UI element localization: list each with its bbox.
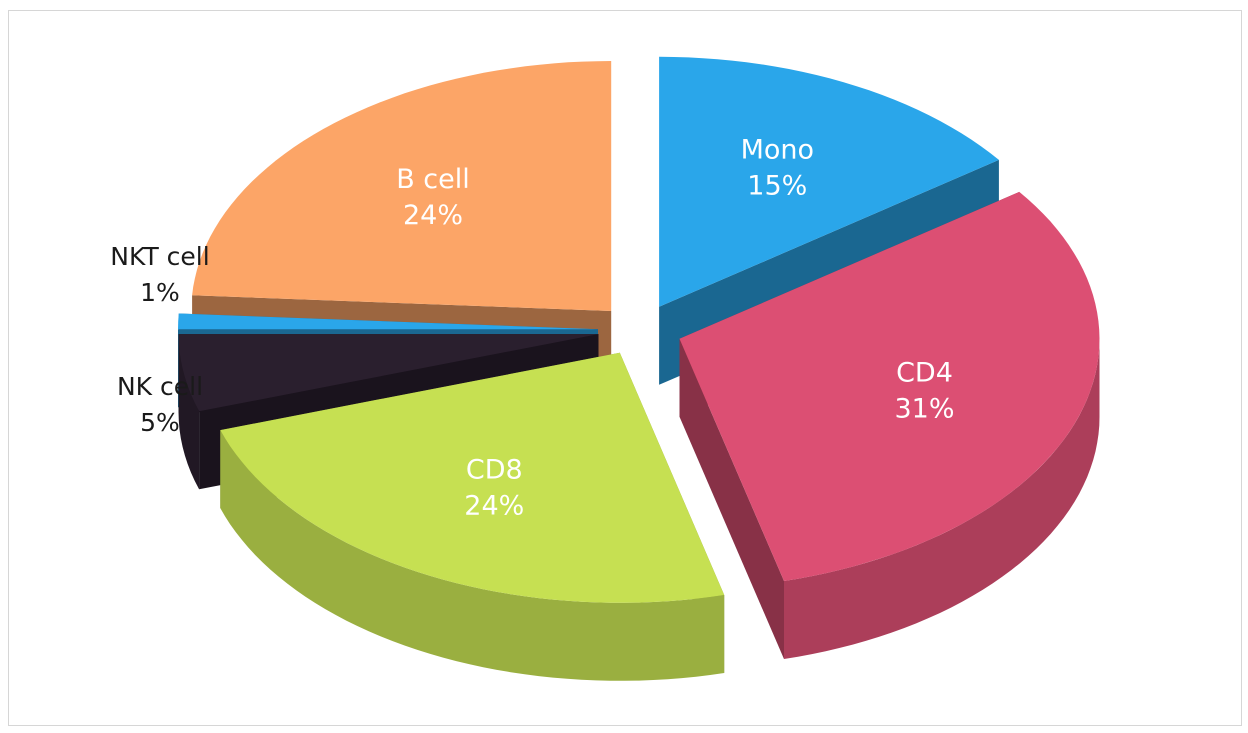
slice-nkt-cell[interactable] [178, 313, 598, 330]
slice-value-nk-cell: 5% [140, 408, 180, 437]
slice-label-cd8: CD8 [466, 455, 523, 486]
slice-cd4[interactable] [679, 191, 1100, 581]
slice-label-nk-cell: NK cell [117, 372, 203, 401]
slice-value-nkt-cell: 1% [140, 278, 180, 307]
slice-rim-cd8 [220, 430, 725, 681]
slice-label-mono: Mono [741, 135, 814, 166]
slice-value-cd8: 24% [464, 491, 524, 522]
slice-value-cd4: 31% [894, 393, 954, 424]
slice-label-b-cell: B cell [396, 164, 470, 195]
slice-rim-cd4 [784, 338, 1100, 659]
slice-cd8[interactable] [220, 352, 725, 603]
slice-wall-cd4-end [679, 338, 784, 659]
slice-value-mono: 15% [747, 171, 807, 202]
slice-label-cd4: CD4 [896, 357, 953, 388]
slice-nk-cell[interactable] [178, 334, 599, 412]
slice-mono[interactable] [659, 56, 999, 307]
slice-label-nkt-cell: NKT cell [110, 242, 209, 271]
slice-b-cell[interactable] [192, 61, 612, 311]
slice-rim-nk-cell [178, 334, 200, 490]
slice-value-b-cell: 24% [403, 200, 463, 231]
